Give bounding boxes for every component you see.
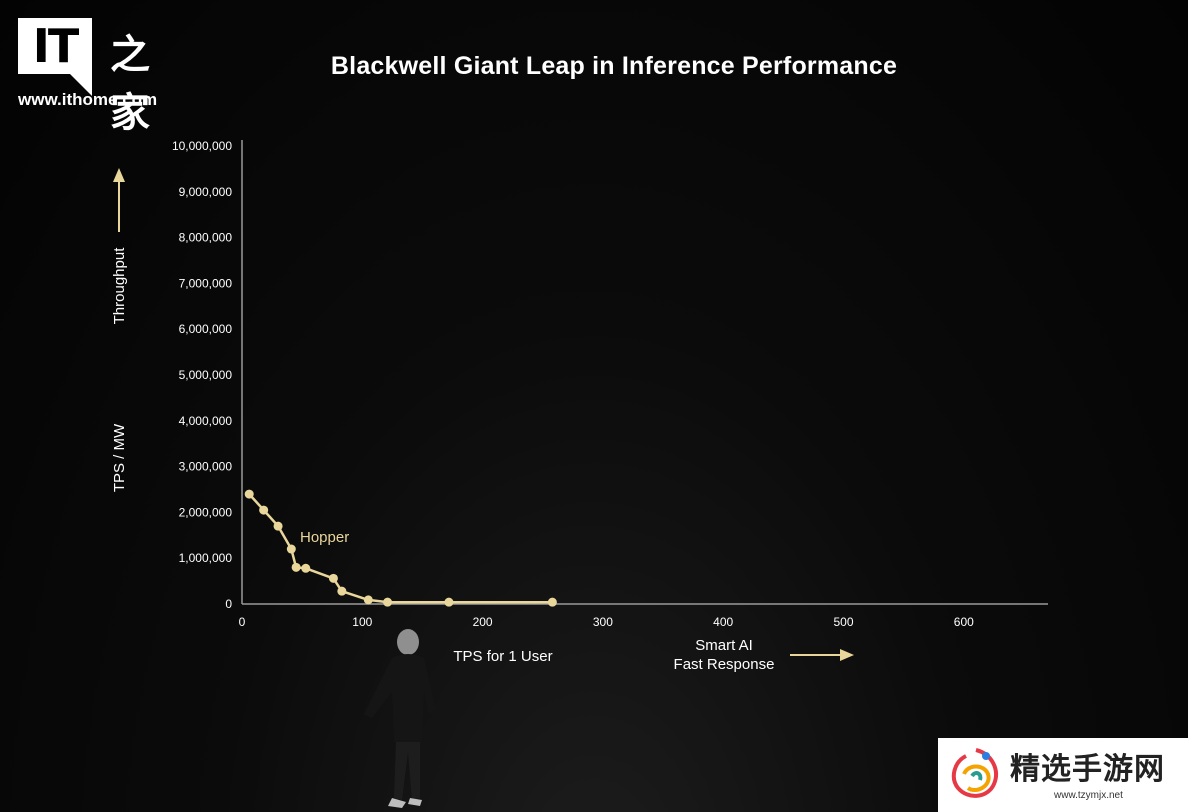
watermark-url: www.tzymjx.net <box>1054 790 1123 801</box>
data-point <box>328 573 338 583</box>
presenter-figure <box>364 629 436 808</box>
x-tick-label: 200 <box>473 615 493 629</box>
data-point <box>363 595 373 605</box>
data-point <box>337 586 347 596</box>
logo-box <box>18 18 92 74</box>
ithome-logo: IT 之家 <box>18 18 178 136</box>
x-tick-labels: 0 100 200 300 400 500 600 <box>239 615 974 629</box>
x-axis-label: TPS for 1 User <box>453 648 552 665</box>
series-layer <box>244 489 557 607</box>
data-point <box>547 597 557 607</box>
x-tick-label: 100 <box>352 615 372 629</box>
watermark-title: 精选手游网 <box>1010 752 1165 787</box>
x-tick-label: 400 <box>713 615 733 629</box>
x-tick-label: 600 <box>954 615 974 629</box>
y-tick-label: 10,000,000 <box>172 139 232 153</box>
fast-response-arrow-icon <box>790 649 854 661</box>
logo-chinese-text: 之家 <box>110 32 152 136</box>
data-point <box>291 562 301 572</box>
y-axis-label-group: TPS / MW <box>111 423 128 492</box>
y-tick-label: 3,000,000 <box>179 460 233 474</box>
series-label-hopper: Hopper <box>300 529 349 546</box>
y-tick-label: 4,000,000 <box>179 414 233 428</box>
x-tick-label: 300 <box>593 615 613 629</box>
y-axis-label: TPS / MW <box>111 423 128 492</box>
y-tick-label: 0 <box>225 597 232 611</box>
data-point <box>273 521 283 531</box>
y-tick-label: 2,000,000 <box>179 505 233 519</box>
y-tick-label: 1,000,000 <box>179 551 233 565</box>
throughput-arrow-icon <box>113 168 125 232</box>
y-tick-label: 6,000,000 <box>179 322 233 336</box>
x-arrow-label-line-2: Fast Response <box>674 656 775 673</box>
data-point <box>259 505 269 515</box>
data-point <box>244 489 254 499</box>
data-point <box>444 597 454 607</box>
x-tick-label: 500 <box>833 615 853 629</box>
data-point <box>286 544 296 554</box>
y-tick-labels: 0 1,000,000 2,000,000 3,000,000 4,000,000 5,0… <box>172 139 232 611</box>
watermark: 精选手游网 www.tzymjx.net <box>938 738 1188 812</box>
data-point <box>301 563 311 573</box>
chart-title: Blackwell Giant Leap in Inference Perfor… <box>330 52 898 80</box>
ithome-url: www.ithome.com <box>18 90 158 109</box>
x-tick-label: 0 <box>239 615 246 629</box>
throughput-label: Throughput <box>111 247 128 325</box>
watermark-logo-icon <box>951 748 998 798</box>
y-tick-label: 5,000,000 <box>179 368 233 382</box>
y-tick-label: 9,000,000 <box>179 185 233 199</box>
data-point <box>383 597 393 607</box>
y-tick-label: 8,000,000 <box>179 231 233 245</box>
logo-it-text: IT <box>32 19 80 73</box>
y-arrow-label-group: Throughput <box>111 247 128 325</box>
y-tick-label: 7,000,000 <box>179 276 233 290</box>
x-arrow-label-line-1: Smart AI <box>695 637 753 654</box>
axes <box>241 140 1048 605</box>
